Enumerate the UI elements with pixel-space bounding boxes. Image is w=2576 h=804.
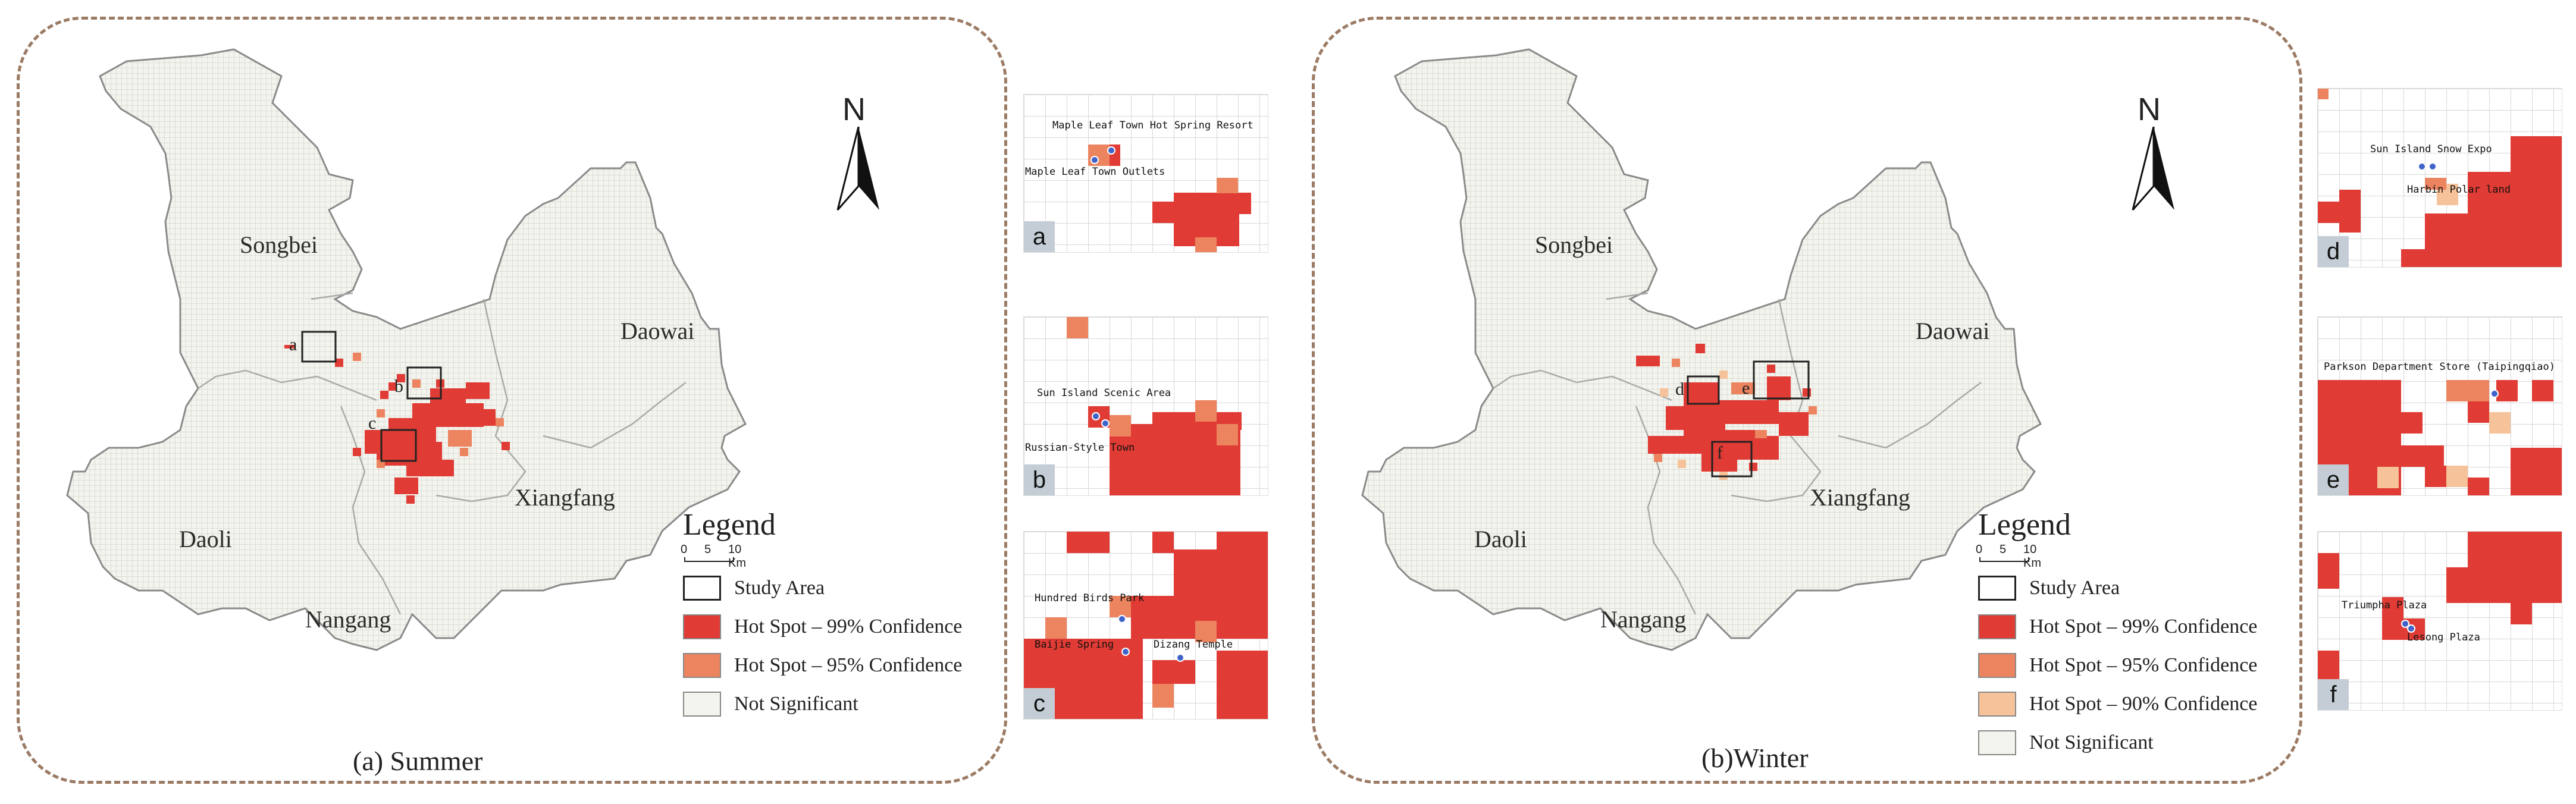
box-label-e: e: [1742, 378, 1750, 398]
box-label-c: c: [368, 413, 377, 433]
label-nangang: Nangang: [305, 606, 391, 633]
box-label-d: d: [1675, 379, 1684, 399]
inset-tag-b: b: [1024, 464, 1055, 495]
legend-item-not-significant: Not Significant: [1978, 730, 2154, 755]
box-label-f: f: [1717, 443, 1723, 463]
label-daowai: Daowai: [621, 318, 695, 344]
scale-label-0: 0: [681, 543, 688, 556]
summer-hotspot-cluster: [284, 345, 510, 504]
inset-tag-a: a: [1024, 221, 1055, 252]
box-d: [1687, 375, 1720, 405]
poi-parkson-department-store: Parkson Department Store (Taipingqiao): [2324, 361, 2555, 373]
box-a: [301, 331, 337, 363]
box-f: [1711, 441, 1753, 478]
poi-maple-leaf-outlets: Maple Leaf Town Outlets: [1025, 166, 1165, 178]
box-label-a: a: [289, 335, 297, 354]
label-xiangfang: Xiangfang: [1810, 484, 1910, 511]
legend-item-hot95: Hot Spot – 95% Confidence: [683, 653, 962, 678]
inset-a: Maple Leaf Town Hot Spring Resort Maple …: [1023, 94, 1268, 253]
legend-item-not-significant: Not Significant: [683, 692, 858, 717]
north-arrow: N: [832, 91, 885, 216]
poi-dizang-temple: Dizang Temple: [1154, 639, 1233, 651]
poi-hundred-birds-park: Hundred Birds Park: [1035, 592, 1145, 604]
legend-item-study-area: Study Area: [1978, 576, 2120, 601]
box-e: [1753, 360, 1810, 400]
inset-e: Parkson Department Store (Taipingqiao) e: [2317, 316, 2562, 496]
legend-title: Legend: [1978, 508, 2071, 542]
scale-label-5: 5: [704, 543, 712, 556]
legend-title: Legend: [683, 508, 776, 542]
poi-harbin-polar-land: Harbin Polar land: [2407, 184, 2511, 196]
winter-hotspot-cluster: [1636, 344, 1817, 480]
scale-label-5: 5: [2000, 543, 2007, 556]
label-daoli: Daoli: [1474, 526, 1527, 552]
north-label: N: [842, 92, 866, 127]
winter-map: [1361, 48, 2042, 651]
scale-bar: 0 5 10 Km: [681, 543, 761, 570]
inset-f: Triumpha Plaza Lesong Plaza f: [2317, 531, 2562, 711]
inset-d: Sun Island Snow Expo Harbin Polar land d: [2317, 88, 2562, 268]
inset-c: Hundred Birds Park Baijie Spring Dizang …: [1023, 531, 1268, 720]
box-c: [380, 429, 417, 462]
legend-item-hot95: Hot Spot – 95% Confidence: [1978, 653, 2257, 678]
poi-sun-island-scenic: Sun Island Scenic Area: [1037, 387, 1171, 399]
scale-label-10: 10 Km: [2023, 543, 2041, 570]
inset-tag-c: c: [1024, 688, 1055, 719]
box-b: [406, 366, 442, 400]
summer-caption: (a) Summer: [353, 746, 483, 776]
legend-item-study-area: Study Area: [683, 576, 825, 601]
scale-label-10: 10 Km: [728, 543, 746, 570]
legend-item-hot99: Hot Spot – 99% Confidence: [683, 614, 962, 639]
north-arrow: N: [2127, 91, 2180, 216]
label-daowai: Daowai: [1916, 318, 1990, 344]
label-daoli: Daoli: [179, 526, 232, 552]
box-label-b: b: [394, 376, 403, 396]
north-label: N: [2138, 92, 2161, 127]
label-songbei: Songbei: [240, 231, 318, 258]
poi-lesong-plaza: Lesong Plaza: [2407, 632, 2480, 643]
inset-b: Sun Island Scenic Area Russian-Style Tow…: [1023, 316, 1268, 496]
poi-russian-style-town: Russian-Style Town: [1025, 442, 1135, 454]
inset-tag-d: d: [2318, 236, 2349, 267]
winter-caption: (b)Winter: [1701, 743, 1809, 773]
scale-bar-line: [1979, 557, 2029, 562]
study-area-boundary: [66, 48, 747, 651]
poi-sun-island-snow-expo: Sun Island Snow Expo: [2370, 143, 2492, 155]
district-lines: [198, 292, 687, 615]
label-nangang: Nangang: [1600, 606, 1687, 633]
legend-item-hot99: Hot Spot – 99% Confidence: [1978, 614, 2257, 639]
legend-item-hot90: Hot Spot – 90% Confidence: [1978, 692, 2257, 717]
north-arrow-icon: [2132, 127, 2174, 211]
inset-tag-e: e: [2318, 464, 2349, 495]
inset-tag-f: f: [2318, 679, 2349, 710]
scale-bar-line: [684, 557, 734, 562]
scale-label-0: 0: [1976, 543, 1983, 556]
poi-maple-leaf-resort: Maple Leaf Town Hot Spring Resort: [1052, 120, 1253, 131]
poi-baijie-spring: Baijie Spring: [1035, 639, 1114, 651]
poi-triumpha-plaza: Triumpha Plaza: [2342, 599, 2427, 611]
winter-panel: Songbei Daowai Daoli Xiangfang Nangang d…: [1312, 17, 2302, 784]
north-arrow-icon: [836, 127, 879, 211]
scale-bar: 0 5 10 Km: [1976, 543, 2057, 570]
summer-panel: Songbei Daowai Daoli Xiangfang Nangang a…: [17, 17, 1007, 784]
summer-map: [66, 48, 747, 651]
label-songbei: Songbei: [1535, 231, 1613, 258]
label-xiangfang: Xiangfang: [515, 484, 615, 511]
